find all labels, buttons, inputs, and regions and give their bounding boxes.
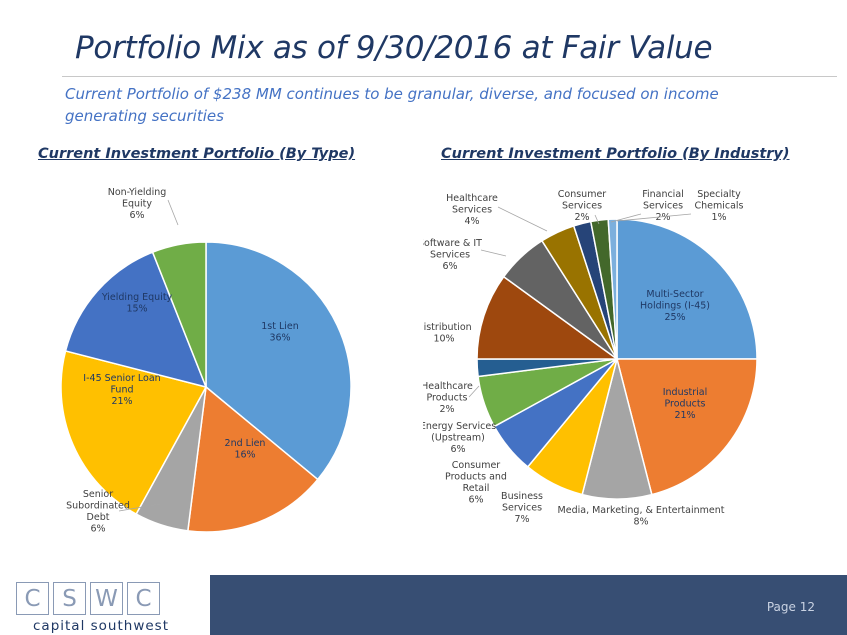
label-leader-line (497, 206, 548, 232)
pie-slice-non-yielding-equity (151, 241, 207, 388)
slice-value: 4% (464, 216, 479, 227)
chart-title-by-industry: Current Investment Portfolio (By Industr… (441, 146, 790, 162)
logo-letters: C S W C (16, 582, 164, 615)
slice-value: 6% (450, 444, 465, 455)
slice-label-2nd-lien: 2nd Lien 16% (225, 438, 266, 461)
slice-value: 25% (664, 312, 685, 323)
company-logo: C S W C capital southwest (0, 575, 210, 635)
slice-label-financial-services: Financial Services 2% (642, 189, 684, 223)
slice-value: 7% (514, 514, 529, 525)
label-leader-line (594, 214, 600, 225)
slice-label-non-yielding-equity: Non-Yielding Equity 6% (108, 187, 167, 221)
slice-value: 1% (711, 212, 726, 223)
logo-tagline: capital southwest (33, 618, 169, 634)
label-leader-line (167, 199, 179, 226)
pie-slice-2nd-lien (186, 385, 319, 533)
slice-label-1st-lien: 1st Lien 36% (261, 321, 299, 344)
slice-label-senior-subordinated-debt: Senior Subordinated Debt 6% (66, 489, 130, 535)
pie-slices (476, 218, 758, 500)
slice-label-distribution: Distribution10% (423, 322, 472, 345)
chart-title-by-type: Current Investment Portfolio (By Type) (38, 146, 356, 162)
slice-value: 2% (439, 404, 454, 415)
pie-slice-specialty-chemicals (607, 218, 618, 360)
pie-labels: 1st Lien 36% 2nd Lien 16% Senior Subordinated… (66, 187, 299, 535)
slice-value: 10% (433, 334, 454, 345)
slice-label-consumer-products-and-retail: Consumer Products and Retail 6% (445, 460, 507, 506)
slice-label-software-it-services: Software & IT Services 6% (423, 238, 482, 272)
slice-value: 16% (234, 450, 255, 461)
footer-bar: C S W C capital southwest Page 12 (0, 575, 847, 635)
pie-chart-by-industry: Multi-Sector Holdings (I-45) 25% Industrial… (423, 189, 758, 528)
slice-label-specialty-chemicals: Specialty Chemicals 1% (694, 189, 743, 223)
slice-value: 6% (129, 210, 144, 221)
logo-letter: S (53, 582, 86, 615)
slice-label-i-45-senior-loan-fund: I-45 Senior Loan Fund 21% (83, 373, 160, 407)
pie-slice-yielding-equity (64, 251, 208, 389)
label-leader-line (480, 249, 507, 257)
logo-letter: C (16, 582, 49, 615)
pie-slice-industrial-products (616, 358, 758, 496)
slice-value: 6% (90, 524, 105, 535)
slice-value: 36% (269, 333, 290, 344)
pie-chart-by-type: 1st Lien 36% 2nd Lien 16% Senior Subordinated… (60, 187, 352, 535)
pie-slice-multi-sector-holdings-i-45 (616, 218, 758, 360)
pie-slice-distribution (476, 275, 620, 360)
page-title: Portfolio Mix as of 9/30/2016 at Fair Va… (75, 30, 713, 66)
pie-slices (60, 241, 352, 533)
label-leader-line (468, 385, 480, 398)
logo-letter: C (127, 582, 160, 615)
page-subtitle: Current Portfolio of $238 MM continues t… (65, 85, 719, 125)
slice-label-consumer-services: Consumer Services 2% (558, 189, 607, 223)
slice-value: 6% (442, 261, 457, 272)
title-divider (62, 76, 837, 77)
label-leader-line (118, 503, 161, 512)
page-number: Page 12 (766, 600, 815, 614)
label-leader-line (610, 213, 642, 223)
pie-labels: Multi-Sector Holdings (I-45) 25% Industrial… (423, 189, 744, 528)
pie-slice-1st-lien (205, 241, 352, 481)
slice-label-industrial-products: Industrial Products 21% (663, 387, 708, 421)
pie-slice-i-45-senior-loan-fund (60, 350, 208, 516)
slice-value: 2% (574, 212, 589, 223)
slice-value: 21% (111, 396, 132, 407)
slice-label-healthcare-services: Healthcare Services 4% (446, 193, 498, 227)
slice-label-healthcare-products: Healthcare Products 2% (423, 381, 473, 415)
slice-value: 8% (633, 517, 648, 528)
slice-label-media-marketing-entertainment: Media, Marketing, & Entertainment 8% (558, 505, 725, 528)
slice-value: 21% (674, 410, 695, 421)
slice-label-energy-services-upstream: Energy Services (Upstream) 6% (423, 421, 496, 455)
slice-label-multi-sector-holdings-i-45: Multi-Sector Holdings (I-45) 25% (640, 289, 710, 323)
slice-label-business-services: Business Services 7% (501, 491, 543, 525)
label-leader-line (616, 213, 692, 222)
slice-label-yielding-equity: Yielding Equity 15% (101, 292, 173, 315)
logo-letter: W (90, 582, 123, 615)
slice-value: 2% (655, 212, 670, 223)
slice-value: 6% (468, 495, 483, 506)
slice-value: 15% (126, 304, 147, 315)
